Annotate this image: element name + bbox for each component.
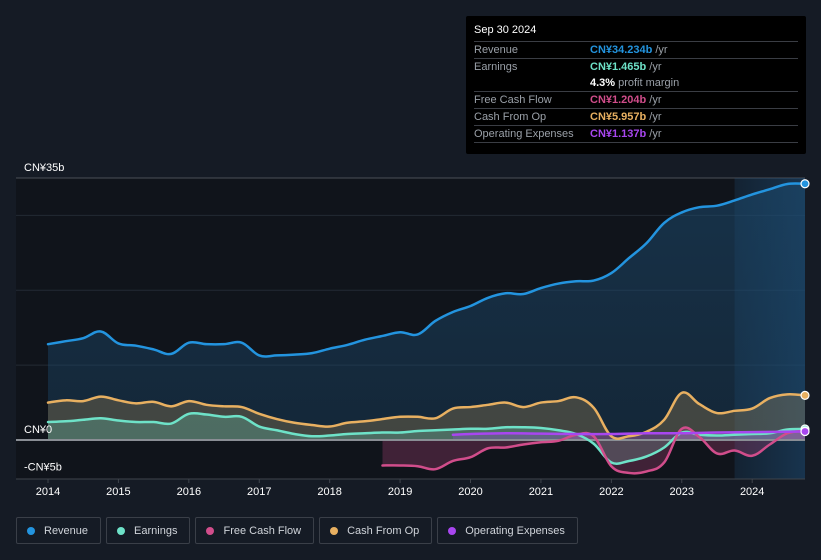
x-tick-label: 2020 (458, 486, 482, 498)
tooltip-label: Earnings (474, 61, 518, 73)
area-cash-from-op (48, 392, 805, 440)
tooltip-value: CN¥1.137b (590, 128, 647, 140)
legend-dot-icon (206, 526, 215, 535)
x-tick-label: 2022 (599, 486, 623, 498)
tooltip-unit: /yr (649, 61, 662, 73)
tooltip-label: Revenue (474, 44, 519, 56)
x-tick-label: 2021 (529, 486, 553, 498)
x-tick-label: 2016 (177, 486, 201, 498)
tooltip-date: Sep 30 2024 (474, 24, 537, 36)
tooltip-value: CN¥1.465b (590, 61, 647, 73)
legend: Revenue Earnings Free Cash Flow Cash Fro… (16, 517, 578, 544)
endpoint-operating-expenses (800, 426, 810, 437)
x-tick-label: 2018 (317, 486, 341, 498)
y-tick-label: CN¥0 (24, 424, 52, 436)
legend-label: Earnings (134, 524, 178, 537)
y-tick-label: CN¥35b (24, 162, 64, 174)
line-operating-expenses (451, 430, 807, 437)
legend-label: Cash From Op (347, 524, 420, 537)
tooltip-value: CN¥34.234b (590, 44, 653, 56)
y-tick-label: -CN¥5b (24, 461, 62, 473)
tooltip-label (474, 75, 590, 91)
x-tick-label: 2017 (247, 486, 271, 498)
series-lines (46, 182, 807, 475)
area-earnings (48, 413, 805, 464)
x-tick-label: 2019 (388, 486, 412, 498)
y-axis: CN¥35b CN¥0 -CN¥5b (24, 162, 64, 473)
tooltip-row-revenue: Revenue CN¥34.234b /yr (474, 41, 798, 58)
legend-dot-icon (27, 526, 35, 535)
legend-label: Revenue (44, 524, 89, 537)
tooltip-unit: /yr (655, 44, 668, 56)
legend-item-operating-expenses[interactable]: Operating Expenses (437, 517, 578, 544)
profit-margin-value: 4.3% (590, 77, 616, 89)
tooltip-label: Cash From Op (474, 111, 547, 123)
x-tick-label: 2015 (106, 486, 130, 498)
legend-item-free-cash-flow[interactable]: Free Cash Flow (195, 517, 315, 544)
tooltip-unit: /yr (649, 94, 662, 106)
endpoint-revenue (800, 179, 810, 189)
profit-margin-text: profit margin (618, 77, 680, 89)
x-tick-label: 2023 (670, 486, 694, 498)
tooltip-row-profit-margin: 4.3% profit margin (474, 75, 798, 91)
legend-dot-icon (330, 526, 339, 535)
x-axis: 2014 2015 2016 2017 2018 2019 2020 2021 2022 2023… (36, 479, 764, 498)
legend-dot-icon (117, 526, 126, 535)
legend-item-revenue[interactable]: Revenue (16, 517, 102, 544)
line-revenue (46, 182, 807, 358)
x-tick-label: 2024 (740, 486, 764, 498)
chart: 2014 2015 2016 2017 2018 2019 2020 2021 2022 2023… (16, 162, 810, 498)
endpoint-cash-from-op (800, 390, 810, 400)
legend-label: Free Cash Flow (223, 524, 302, 537)
tooltip-row-free-cash-flow: Free Cash Flow CN¥1.204b /yr (474, 91, 798, 108)
tooltip-label: Free Cash Flow (474, 94, 552, 106)
tooltip-row-operating-expenses: Operating Expenses CN¥1.137b /yr (474, 125, 798, 143)
series-endpoints (800, 179, 810, 437)
tooltip-value: CN¥5.957b (590, 111, 647, 123)
tooltip-unit: /yr (649, 111, 662, 123)
area-revenue (48, 183, 805, 440)
legend-item-earnings[interactable]: Earnings (106, 517, 191, 544)
line-free-cash-flow (381, 426, 807, 475)
line-cash-from-op (46, 391, 807, 440)
tooltip-unit: /yr (649, 128, 662, 140)
legend-label: Operating Expenses (465, 524, 565, 537)
tooltip-label: Operating Expenses (474, 128, 574, 140)
tooltip-row-earnings: Earnings CN¥1.465b /yr (474, 58, 798, 75)
tooltip-panel: Sep 30 2024 Revenue CN¥34.234b /yr Earni… (466, 16, 806, 154)
tooltip-value: CN¥1.204b (590, 94, 647, 106)
tooltip-row-cash-from-op: Cash From Op CN¥5.957b /yr (474, 108, 798, 125)
x-tick-label: 2014 (36, 486, 60, 498)
area-free-cash-flow (382, 427, 805, 474)
legend-item-cash-from-op[interactable]: Cash From Op (319, 517, 433, 544)
legend-dot-icon (448, 526, 457, 535)
